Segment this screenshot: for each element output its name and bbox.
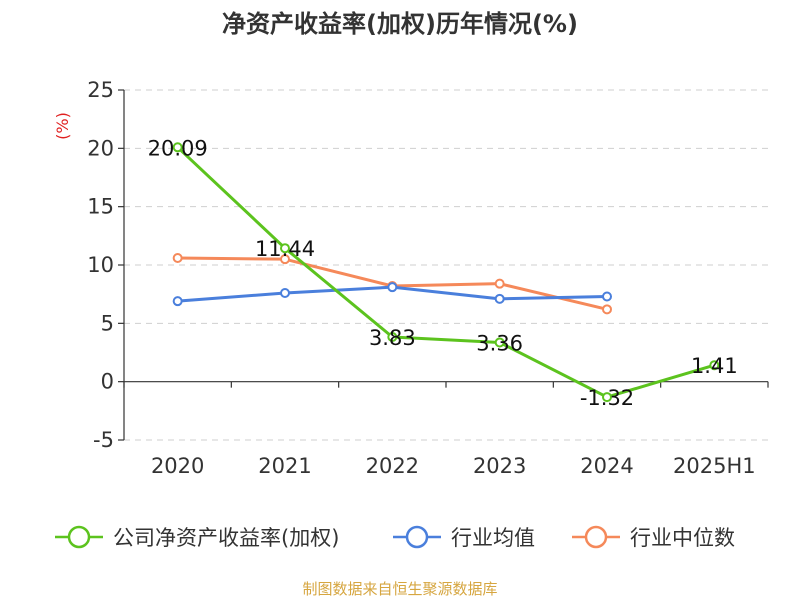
axes: -5 0 5 10 15 20 25 2020 2021 2022 2023 2024 2025H1 [87, 78, 769, 478]
data-point [494, 278, 505, 289]
data-point [280, 254, 290, 265]
x-tick-label: 2024 [580, 454, 633, 478]
legend-item[interactable]: 公司净资产收益率(加权) [55, 525, 339, 550]
legend[interactable]: 公司净资产收益率(加权) 行业均值 行业中位数 [55, 525, 735, 550]
data-point [387, 282, 398, 293]
legend-marker [405, 525, 429, 549]
source-note: 制图数据来自恒生聚源数据库 [302, 580, 497, 598]
x-tick-label: 2025H1 [673, 454, 756, 478]
chart-title: 净资产收益率(加权)历年情况(%) [222, 10, 578, 38]
data-point [494, 337, 505, 348]
data-point [494, 293, 505, 304]
legend-label: 行业中位数 [630, 526, 735, 550]
y-axis-label: (%) [53, 112, 72, 140]
grid-lines [124, 89, 768, 441]
series-lines [172, 142, 720, 403]
y-tick-label: 20 [87, 136, 114, 160]
legend-item[interactable]: 行业中位数 [572, 525, 735, 550]
legend-item[interactable]: 行业均值 [393, 525, 535, 550]
data-point [280, 243, 290, 254]
data-point [602, 392, 612, 403]
y-tick-label: 10 [87, 253, 114, 277]
data-label: 20.09 [148, 136, 208, 160]
data-label: 3.83 [369, 326, 416, 350]
series-line [176, 145, 716, 399]
y-tick-label: 15 [87, 195, 114, 219]
data-label: 11.44 [255, 237, 315, 261]
data-point [602, 291, 612, 302]
legend-marker [67, 525, 91, 549]
y-tick-label: -5 [93, 428, 114, 452]
data-point [172, 253, 183, 263]
x-tick-label: 2020 [151, 454, 204, 478]
x-tick-label: 2023 [473, 454, 526, 478]
data-point [602, 304, 612, 315]
data-point [172, 296, 183, 307]
y-tick-label: 0 [101, 370, 114, 394]
legend-label: 公司净资产收益率(加权) [113, 526, 339, 550]
data-labels: 20.09 11.44 3.83 3.36 -1.32 1.41 [148, 136, 738, 410]
y-tick-label: 5 [101, 311, 114, 335]
legend-marker [584, 525, 608, 549]
data-label: 3.36 [476, 331, 523, 355]
x-tick-label: 2022 [366, 454, 419, 478]
y-tick-label: 25 [87, 78, 114, 102]
data-point [709, 360, 720, 371]
x-tick-label: 2021 [258, 454, 311, 478]
data-label: -1.32 [580, 386, 634, 410]
legend-label: 行业均值 [451, 526, 535, 550]
data-point [387, 331, 398, 342]
data-point [172, 142, 183, 153]
data-label: 1.41 [691, 354, 738, 378]
data-point [280, 288, 290, 298]
